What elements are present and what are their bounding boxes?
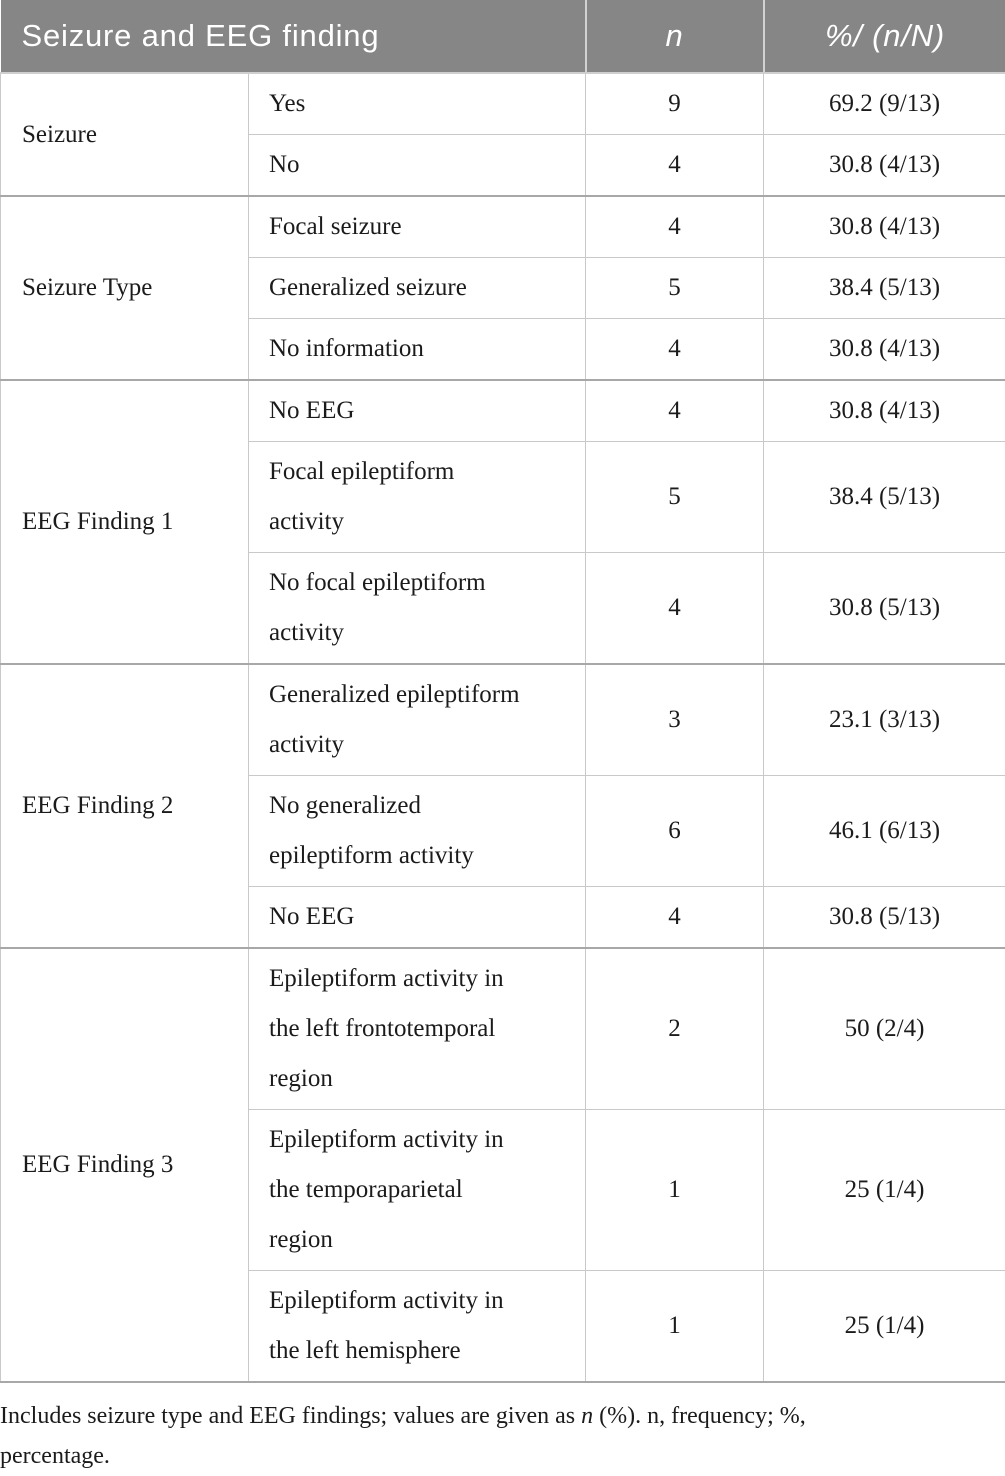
pct-cell: 50 (2/4) — [764, 948, 1005, 1110]
n-cell: 5 — [586, 258, 764, 319]
n-cell: 4 — [586, 553, 764, 665]
finding-cell: No focal epileptiform activity — [249, 553, 586, 665]
pct-cell: 38.4 (5/13) — [764, 442, 1005, 553]
pct-cell: 69.2 (9/13) — [764, 73, 1005, 135]
n-cell: 9 — [586, 73, 764, 135]
pct-cell: 38.4 (5/13) — [764, 258, 1005, 319]
table-footnote: Includes seizure type and EEG findings; … — [0, 1396, 1005, 1476]
finding-cell: Generalized seizure — [249, 258, 586, 319]
header-n: n — [586, 0, 764, 73]
pct-cell: 30.8 (5/13) — [764, 887, 1005, 949]
footnote-italic-n: n — [581, 1403, 593, 1429]
table-row: EEG Finding 1 No EEG 4 30.8 (4/13) — [1, 380, 1005, 442]
finding-cell: No — [249, 135, 586, 197]
pct-cell: 25 (1/4) — [764, 1271, 1005, 1383]
finding-cell: Epileptiform activity in the left hemisp… — [249, 1271, 586, 1383]
pct-cell: 30.8 (4/13) — [764, 135, 1005, 197]
header-finding: Seizure and EEG finding — [1, 0, 586, 73]
n-cell: 6 — [586, 776, 764, 887]
n-cell: 4 — [586, 319, 764, 381]
table-row: EEG Finding 2 Generalized epileptiform a… — [1, 664, 1005, 776]
pct-cell: 23.1 (3/13) — [764, 664, 1005, 776]
group-label-eeg-finding-2: EEG Finding 2 — [1, 664, 249, 948]
finding-cell: Yes — [249, 73, 586, 135]
finding-cell: No EEG — [249, 380, 586, 442]
group-label-eeg-finding-1: EEG Finding 1 — [1, 380, 249, 664]
pct-cell: 46.1 (6/13) — [764, 776, 1005, 887]
header-pct: %/ (n/N) — [764, 0, 1005, 73]
n-cell: 4 — [586, 135, 764, 197]
header-row: Seizure and EEG finding n %/ (n/N) — [1, 0, 1005, 73]
pct-cell: 30.8 (4/13) — [764, 319, 1005, 381]
pct-cell: 25 (1/4) — [764, 1110, 1005, 1271]
table-row: Seizure Yes 9 69.2 (9/13) — [1, 73, 1005, 135]
pct-cell: 30.8 (5/13) — [764, 553, 1005, 665]
table-row: Seizure Type Focal seizure 4 30.8 (4/13) — [1, 196, 1005, 258]
n-cell: 1 — [586, 1110, 764, 1271]
n-cell: 4 — [586, 380, 764, 442]
group-label-eeg-finding-3: EEG Finding 3 — [1, 948, 249, 1382]
pct-cell: 30.8 (4/13) — [764, 380, 1005, 442]
finding-cell: No EEG — [249, 887, 586, 949]
n-cell: 5 — [586, 442, 764, 553]
table-row: EEG Finding 3 Epileptiform activity in t… — [1, 948, 1005, 1110]
finding-cell: No information — [249, 319, 586, 381]
pct-cell: 30.8 (4/13) — [764, 196, 1005, 258]
seizure-eeg-table: Seizure and EEG finding n %/ (n/N) Seizu… — [0, 0, 1005, 1383]
finding-cell: Epileptiform activity in the temporapari… — [249, 1110, 586, 1271]
footnote-text: Includes seizure type and EEG findings; … — [0, 1403, 581, 1429]
finding-cell: No generalized epileptiform activity — [249, 776, 586, 887]
n-cell: 2 — [586, 948, 764, 1110]
group-label-seizure-type: Seizure Type — [1, 196, 249, 380]
n-cell: 1 — [586, 1271, 764, 1383]
finding-cell: Epileptiform activity in the left fronto… — [249, 948, 586, 1110]
n-cell: 4 — [586, 196, 764, 258]
table-body: Seizure Yes 9 69.2 (9/13) No 4 30.8 (4/1… — [1, 73, 1005, 1382]
group-label-seizure: Seizure — [1, 73, 249, 196]
finding-cell: Focal seizure — [249, 196, 586, 258]
finding-cell: Focal epileptiform activity — [249, 442, 586, 553]
finding-cell: Generalized epileptiform activity — [249, 664, 586, 776]
table-header: Seizure and EEG finding n %/ (n/N) — [1, 0, 1005, 73]
n-cell: 4 — [586, 887, 764, 949]
n-cell: 3 — [586, 664, 764, 776]
